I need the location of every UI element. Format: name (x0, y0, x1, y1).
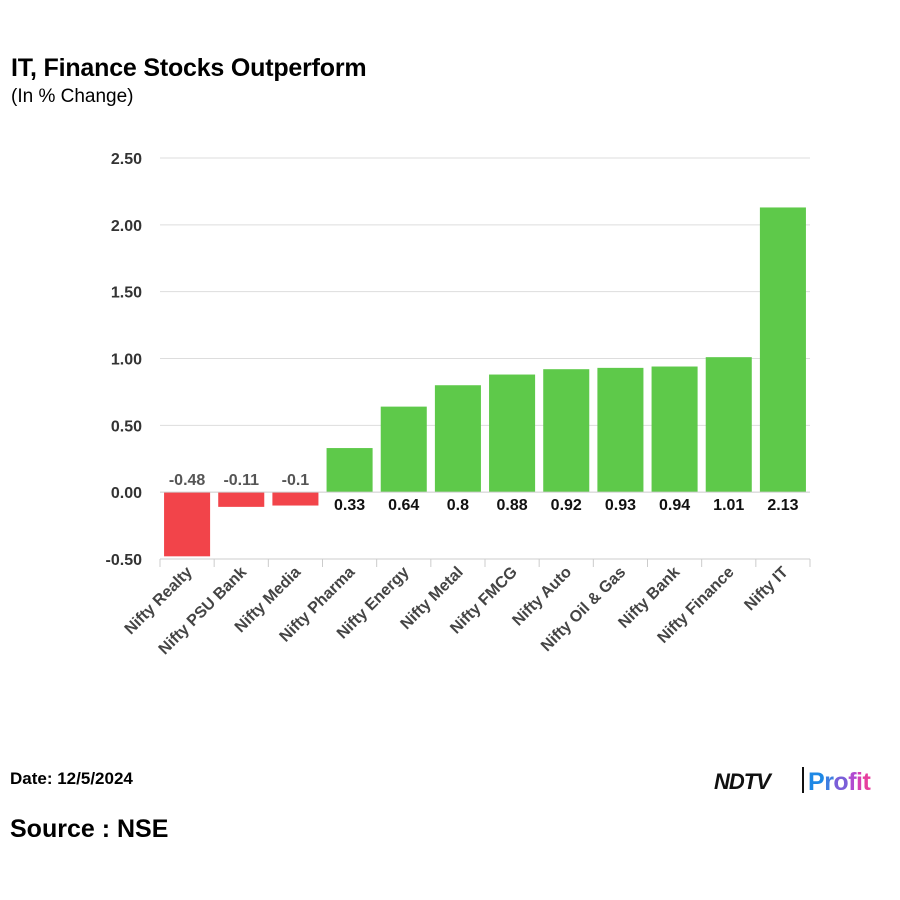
bar (705, 357, 752, 493)
y-tick-label: -0.50 (106, 552, 143, 569)
bar (434, 385, 481, 493)
y-tick-label: 2.50 (111, 151, 142, 168)
logo-divider (802, 767, 804, 793)
category-label: Nifty IT (741, 564, 792, 615)
data-label: 1.01 (713, 497, 744, 514)
bar (272, 492, 319, 506)
bar (380, 406, 427, 493)
profit-wordmark: Profit (808, 768, 871, 796)
source-label: Source : NSE (10, 815, 169, 843)
y-tick-label: 2.00 (111, 218, 142, 235)
data-label: 0.92 (551, 497, 582, 514)
bar (489, 374, 536, 493)
bar (651, 366, 698, 493)
bar (759, 207, 806, 493)
data-label: 0.8 (447, 497, 469, 514)
data-label: -0.11 (223, 472, 259, 489)
data-label: -0.48 (169, 472, 206, 489)
data-label: 0.64 (388, 497, 419, 514)
data-label: 0.93 (605, 497, 636, 514)
ndtv-wordmark: NDTV (714, 769, 771, 794)
data-label: 0.94 (659, 497, 690, 514)
bar-chart: 2.50 2.00 1.50 1.00 0.50 0.00 -0.50 -0.48 -0.11 -… (106, 151, 811, 658)
chart-subtitle: (In % Change) (11, 86, 134, 107)
y-tick-label: 0.50 (111, 418, 142, 435)
date-label: Date: 12/5/2024 (10, 769, 133, 788)
data-label: -0.1 (282, 472, 310, 489)
bar (218, 492, 265, 507)
y-tick-label: 1.50 (111, 285, 142, 302)
y-tick-label: 0.00 (111, 485, 142, 502)
bar (597, 367, 644, 493)
chart-title: IT, Finance Stocks Outperform (11, 54, 367, 82)
data-label: 0.33 (334, 497, 365, 514)
bar (164, 492, 211, 557)
data-label: 2.13 (767, 497, 798, 514)
data-label: 0.88 (497, 497, 528, 514)
y-tick-label: 1.00 (111, 352, 142, 369)
ndtv-profit-logo: NDTV Profit (714, 767, 894, 797)
bar (326, 448, 373, 493)
bar (543, 369, 590, 493)
